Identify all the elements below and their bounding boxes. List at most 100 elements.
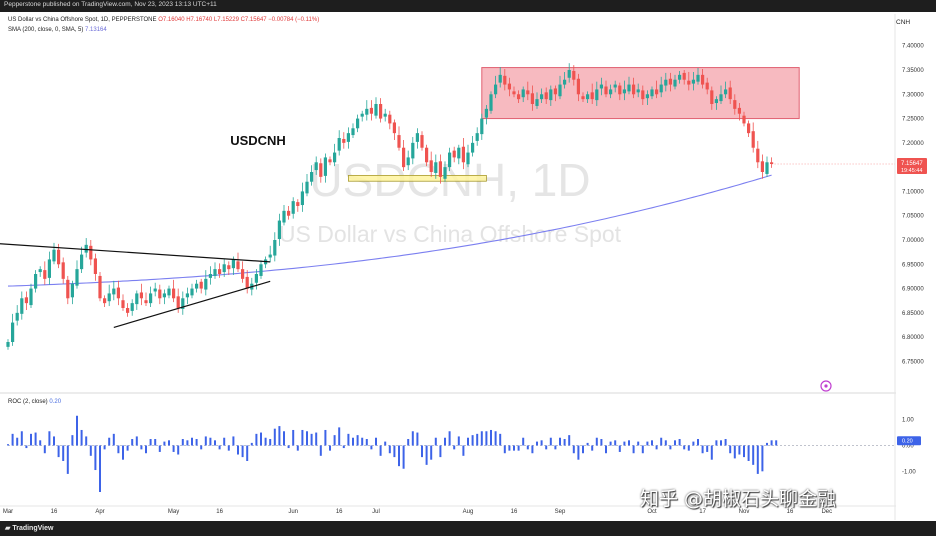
candle-body <box>429 160 433 172</box>
candle-body <box>714 99 718 104</box>
roc-bar <box>701 445 704 454</box>
roc-bar <box>572 445 575 454</box>
roc-bar <box>25 445 28 449</box>
sma-line <box>7 174 772 287</box>
roc-bar <box>48 431 51 446</box>
candle-body <box>576 78 580 95</box>
roc-bar <box>232 436 235 446</box>
roc-bar <box>209 437 212 446</box>
sma-legend[interactable]: SMA (200, close, 0, SMA, 5) 7.13164 <box>8 27 107 33</box>
candle-body <box>590 92 594 100</box>
candle-body <box>369 107 373 114</box>
roc-bar <box>163 441 166 446</box>
roc-bar <box>439 445 442 458</box>
candle-body <box>480 118 484 135</box>
roc-bar <box>641 445 644 454</box>
sma-label[interactable]: SMA (200, close, 0, SMA, 5) <box>8 27 84 33</box>
candle-body <box>153 288 157 292</box>
roc-bar <box>655 445 658 450</box>
roc-bar <box>692 441 695 446</box>
roc-bar <box>177 445 180 455</box>
candle-body <box>121 300 125 308</box>
roc-bar <box>586 442 589 446</box>
price-tick-label: 7.00000 <box>902 238 924 244</box>
candle-body <box>112 288 116 295</box>
candle-body <box>747 123 751 134</box>
time-tick-label: May <box>168 509 179 515</box>
roc-bar <box>568 435 571 446</box>
roc-label[interactable]: ROC (2, close) <box>8 399 48 405</box>
price-tick-label: 6.75000 <box>902 359 924 365</box>
roc-bar <box>30 433 32 446</box>
roc-bar <box>255 433 258 446</box>
candle-body <box>222 264 226 273</box>
candle-body <box>549 89 553 101</box>
roc-last-value: 0.20 <box>902 438 913 444</box>
candle-body <box>622 89 626 94</box>
roc-bar <box>292 429 295 446</box>
roc-bar <box>112 433 115 446</box>
candle-body <box>337 138 341 151</box>
roc-bar <box>476 433 479 446</box>
candle-body <box>701 74 705 85</box>
symbol-legend[interactable]: US Dollar vs China Offshore Spot, 1D, PE… <box>8 17 319 23</box>
price-tick-label: 7.40000 <box>902 44 924 50</box>
roc-bar <box>200 445 203 450</box>
roc-bar <box>388 445 391 454</box>
candle-body <box>512 91 516 95</box>
roc-bar <box>66 445 69 474</box>
candle-body <box>84 244 88 253</box>
roc-bar <box>375 437 377 446</box>
price-tick-label: 7.30000 <box>902 92 924 98</box>
time-tick-label: Jul <box>372 509 380 515</box>
roc-bar <box>411 431 414 446</box>
roc-bar <box>444 437 446 446</box>
candle-body <box>650 89 654 97</box>
time-tick-label: Jun <box>288 509 298 515</box>
roc-bar <box>756 445 759 474</box>
time-tick-label: Aug <box>463 509 474 515</box>
candle-body <box>139 292 143 299</box>
price-tick-label: 6.80000 <box>902 335 924 341</box>
time-tick-label: Mar <box>3 509 13 515</box>
candle-body <box>489 94 493 111</box>
tradingview-logo[interactable]: ▰ TradingView <box>5 524 53 532</box>
symbol-name[interactable]: US Dollar vs China Offshore Spot, 1D, PE… <box>8 17 157 23</box>
roc-bar <box>7 444 9 446</box>
roc-bar <box>448 431 451 446</box>
candle-body <box>158 289 162 299</box>
time-tick-label: 16 <box>511 509 518 515</box>
candle-body <box>751 131 755 148</box>
roc-bar <box>710 445 713 460</box>
candle-body <box>636 89 640 93</box>
roc-bar <box>361 437 364 446</box>
candle-body <box>581 96 585 100</box>
support-zone <box>347 174 487 182</box>
candle-body <box>471 142 475 153</box>
alert-icon-dot <box>824 384 828 388</box>
roc-bar <box>706 445 709 452</box>
candle-body <box>599 84 603 89</box>
roc-bar <box>76 415 78 446</box>
roc-bar <box>480 431 483 446</box>
candle-body <box>333 152 337 163</box>
roc-legend[interactable]: ROC (2, close) 0.20 <box>8 399 61 405</box>
candle-body <box>507 83 511 90</box>
top-bar <box>0 0 936 12</box>
roc-bar <box>508 445 511 451</box>
candle-body <box>213 269 217 276</box>
candle-body <box>199 281 203 289</box>
candle-body <box>540 94 544 100</box>
last-price-value: 7.15647 <box>901 161 923 167</box>
price-tick-label: 7.25000 <box>902 117 924 123</box>
roc-bar <box>664 440 667 446</box>
roc-bar <box>526 445 529 450</box>
roc-bar <box>214 440 216 446</box>
bottom-bar <box>0 521 936 536</box>
roc-bar <box>669 445 672 450</box>
price-tick-label: 6.85000 <box>902 311 924 317</box>
roc-bar <box>172 445 175 452</box>
candle-body <box>24 297 28 304</box>
